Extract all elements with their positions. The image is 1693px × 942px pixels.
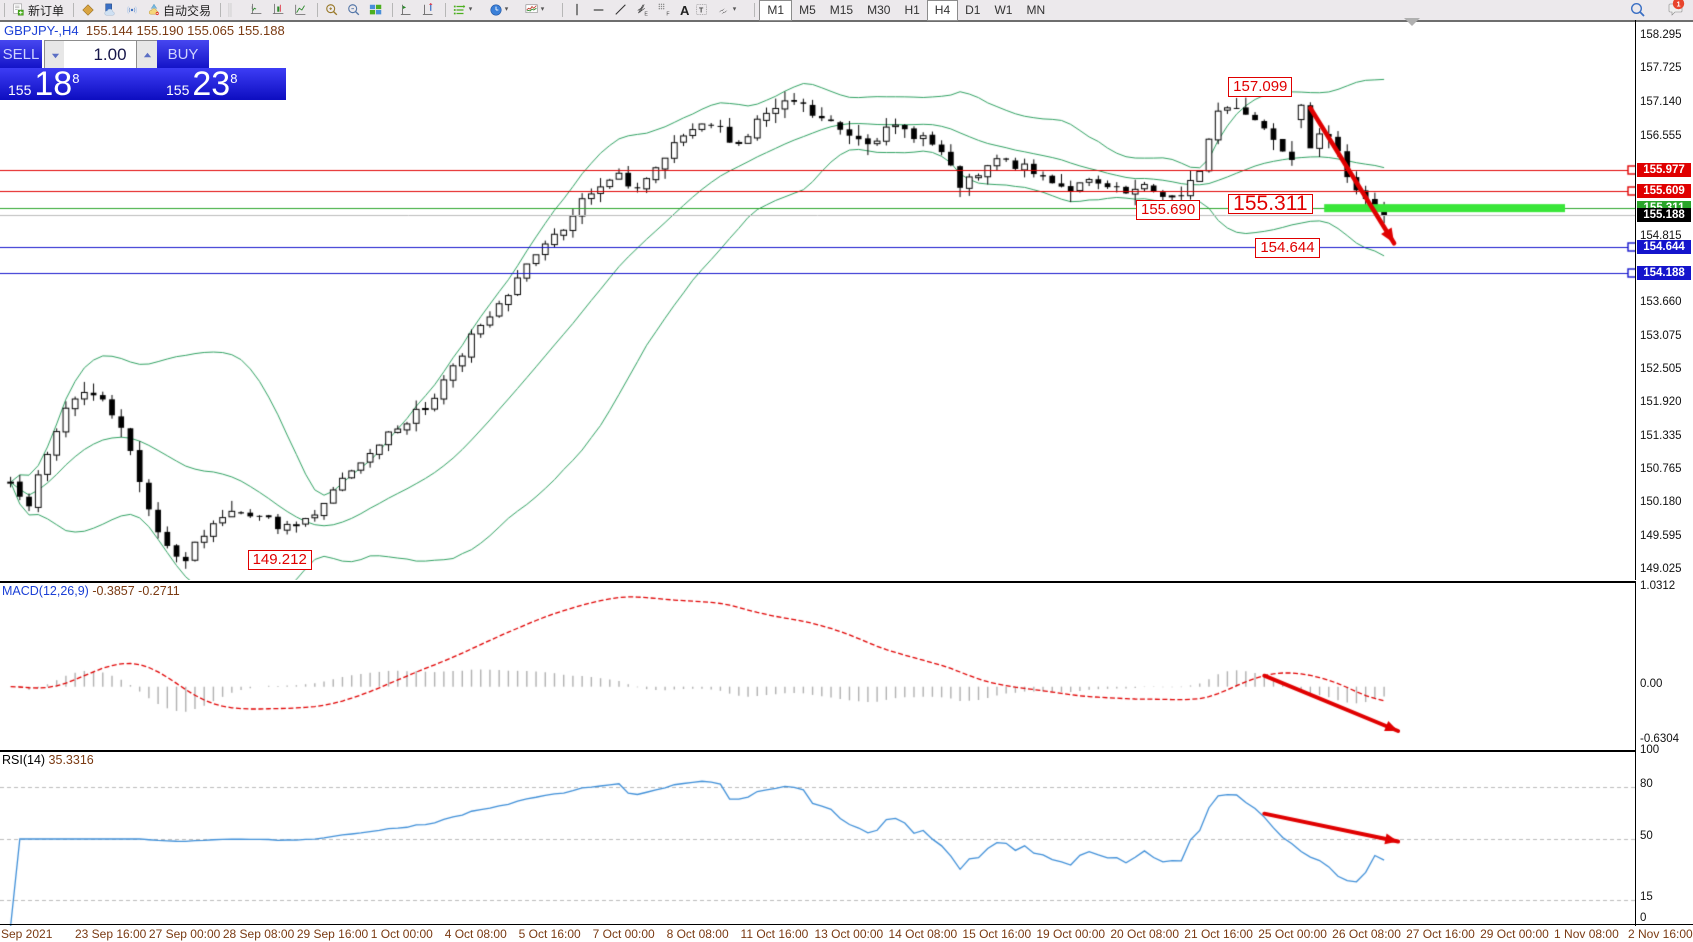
svg-text:T: T xyxy=(699,8,704,15)
svg-text:↓: ↓ xyxy=(251,4,253,9)
svg-text:F: F xyxy=(666,12,669,17)
svg-text:1: 1 xyxy=(1676,0,1680,8)
svg-text:E: E xyxy=(644,12,648,17)
